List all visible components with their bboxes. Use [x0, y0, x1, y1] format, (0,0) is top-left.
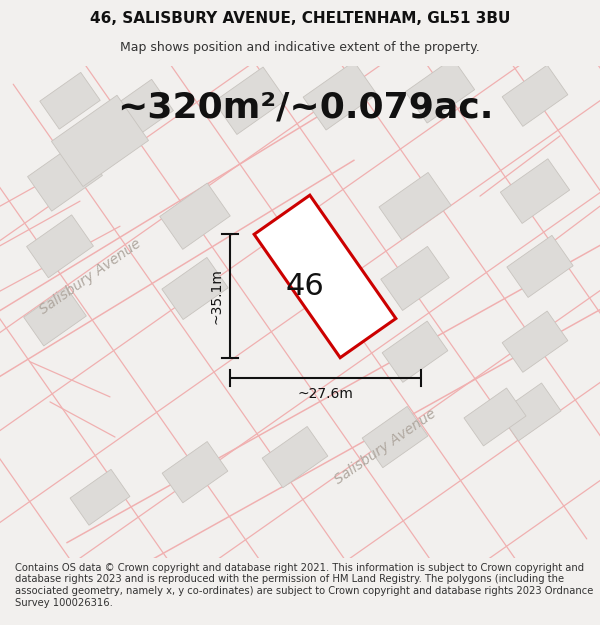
Text: Salisbury Avenue: Salisbury Avenue	[332, 407, 439, 488]
Polygon shape	[362, 406, 428, 468]
Polygon shape	[406, 58, 475, 123]
Text: Salisbury Avenue: Salisbury Avenue	[37, 236, 143, 317]
Polygon shape	[507, 236, 573, 298]
Polygon shape	[160, 183, 230, 249]
Polygon shape	[262, 426, 328, 488]
Polygon shape	[26, 215, 94, 278]
Text: Map shows position and indicative extent of the property.: Map shows position and indicative extent…	[120, 41, 480, 54]
Polygon shape	[500, 159, 569, 223]
Polygon shape	[254, 195, 396, 358]
Polygon shape	[40, 72, 100, 129]
Polygon shape	[162, 258, 228, 319]
Polygon shape	[379, 173, 451, 240]
Polygon shape	[214, 67, 286, 134]
Polygon shape	[464, 388, 526, 446]
Text: Contains OS data © Crown copyright and database right 2021. This information is : Contains OS data © Crown copyright and d…	[15, 563, 593, 608]
Polygon shape	[52, 95, 149, 186]
Polygon shape	[23, 288, 86, 346]
Polygon shape	[28, 141, 103, 211]
Polygon shape	[382, 321, 448, 382]
Polygon shape	[502, 311, 568, 372]
Polygon shape	[381, 246, 449, 311]
Polygon shape	[107, 79, 173, 142]
Text: 46: 46	[286, 272, 325, 301]
Text: 46, SALISBURY AVENUE, CHELTENHAM, GL51 3BU: 46, SALISBURY AVENUE, CHELTENHAM, GL51 3…	[90, 11, 510, 26]
Polygon shape	[70, 469, 130, 525]
Polygon shape	[303, 61, 377, 130]
Text: ~35.1m: ~35.1m	[209, 268, 223, 324]
Polygon shape	[499, 383, 561, 441]
Text: ~320m²/~0.079ac.: ~320m²/~0.079ac.	[117, 91, 493, 125]
Polygon shape	[162, 441, 228, 503]
Polygon shape	[502, 65, 568, 126]
Text: ~27.6m: ~27.6m	[298, 387, 353, 401]
